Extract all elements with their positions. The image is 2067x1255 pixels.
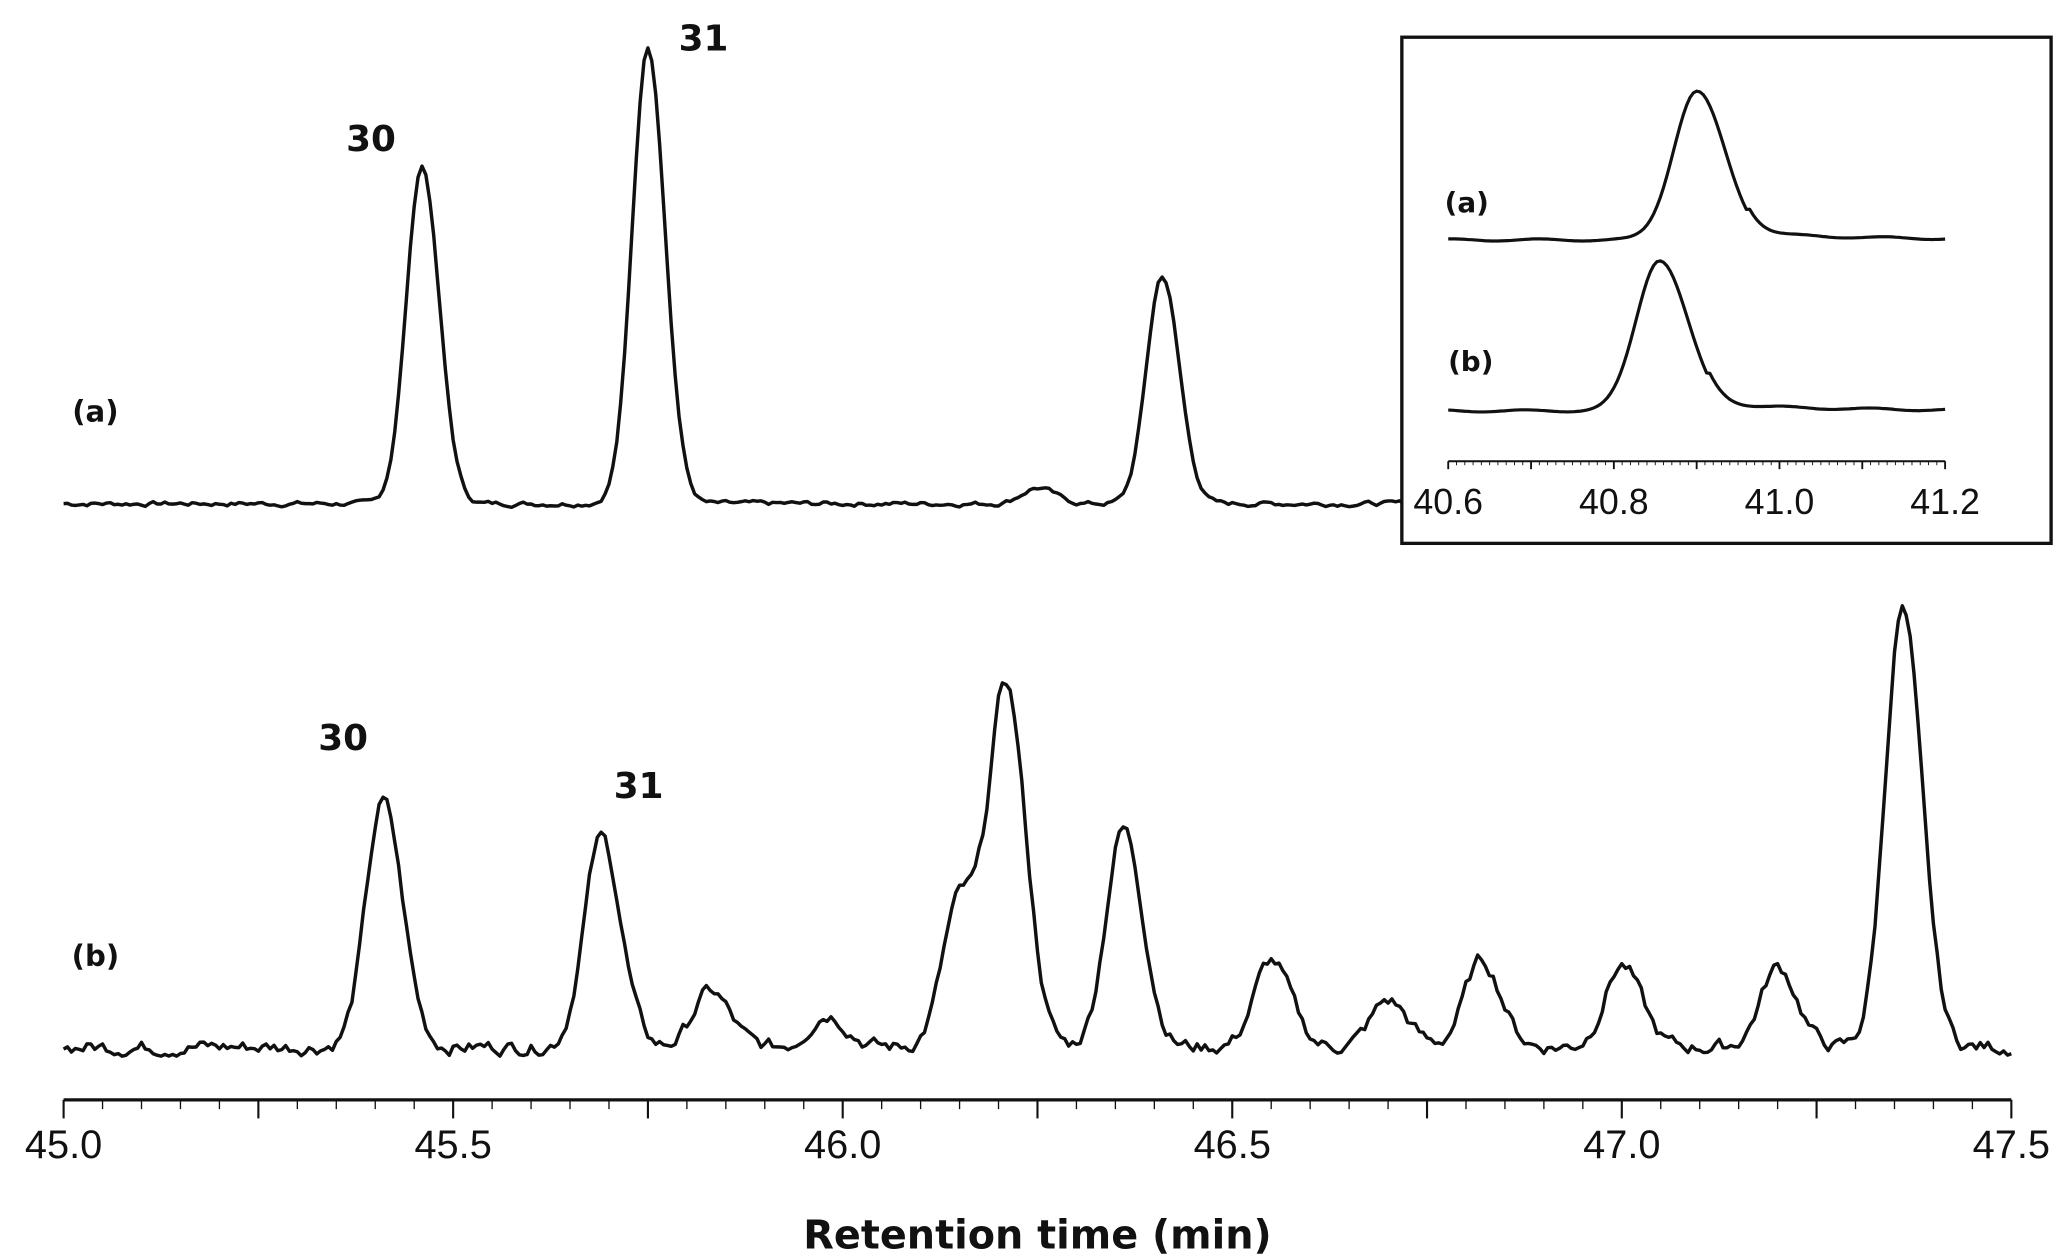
- inset-frame: [1400, 35, 2053, 546]
- inset-series-label-b: (b): [1448, 345, 1493, 378]
- x-tick-label: 46.0: [804, 1123, 881, 1167]
- peak-label-a-30: 30: [346, 119, 396, 160]
- peak-label-a-31: 31: [679, 18, 729, 59]
- inset-panel: 40.6 40.8 41.0 41.2 (a) (b): [1400, 35, 2053, 546]
- trace-b: [62, 604, 2012, 1058]
- inset-tick-label: 41.2: [1910, 482, 1980, 522]
- trace-a: [63, 46, 1405, 510]
- inset-tick-label: 40.8: [1579, 482, 1649, 522]
- inset-series-label-a: (a): [1445, 186, 1489, 219]
- inset-tick-label: 41.0: [1745, 482, 1815, 522]
- inset-tick-label: 40.6: [1413, 482, 1483, 522]
- main-traces: [62, 46, 2012, 1058]
- x-tick-label: 46.5: [1194, 1123, 1271, 1167]
- inset-trace-a: [1448, 89, 1946, 243]
- series-label-a: (a): [72, 394, 118, 428]
- inset-traces: [1448, 89, 1946, 414]
- x-tick-label: 47.0: [1583, 1123, 1660, 1167]
- main-x-axis: 45.0 45.5 46.0 46.5 47.0 47.5: [25, 1098, 2050, 1167]
- x-tick-label: 47.5: [1973, 1123, 2050, 1167]
- peak-label-b-30: 30: [318, 718, 368, 759]
- x-axis-title: Retention time (min): [803, 1212, 1271, 1255]
- peak-label-b-31: 31: [614, 766, 664, 807]
- x-tick-label: 45.5: [414, 1123, 491, 1167]
- inset-x-axis: 40.6 40.8 41.0 41.2: [1413, 460, 1980, 522]
- x-tick-label: 45.0: [25, 1123, 102, 1167]
- series-label-b: (b): [72, 939, 120, 973]
- inset-trace-b: [1448, 259, 1946, 414]
